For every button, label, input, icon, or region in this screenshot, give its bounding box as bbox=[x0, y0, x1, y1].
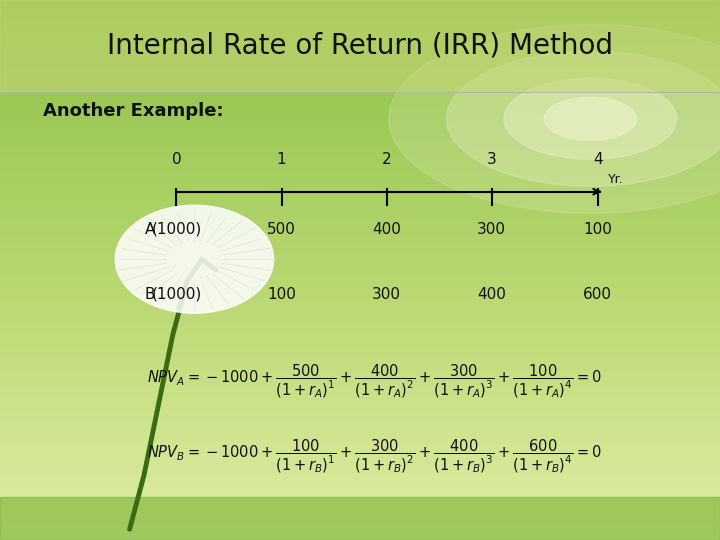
Ellipse shape bbox=[389, 24, 720, 213]
Text: $NPV_A = -1000 + \dfrac{500}{(1+r_A)^{1}} + \dfrac{400}{(1+r_A)^{2}} + \dfrac{30: $NPV_A = -1000 + \dfrac{500}{(1+r_A)^{1}… bbox=[147, 362, 602, 400]
Text: 300: 300 bbox=[372, 287, 401, 302]
Text: 100: 100 bbox=[583, 222, 612, 237]
Ellipse shape bbox=[544, 97, 636, 140]
Text: $NPV_B = -1000 + \dfrac{100}{(1+r_B)^{1}} + \dfrac{300}{(1+r_B)^{2}} + \dfrac{40: $NPV_B = -1000 + \dfrac{100}{(1+r_B)^{1}… bbox=[147, 437, 602, 475]
Text: (1000): (1000) bbox=[151, 222, 202, 237]
Text: 400: 400 bbox=[372, 222, 401, 237]
Ellipse shape bbox=[504, 78, 677, 159]
Text: B: B bbox=[144, 287, 155, 302]
Text: 2: 2 bbox=[382, 152, 392, 167]
Bar bbox=[0, 0, 720, 92]
Text: 4: 4 bbox=[593, 152, 603, 167]
Text: 500: 500 bbox=[267, 222, 296, 237]
Text: Yr.: Yr. bbox=[608, 173, 624, 186]
Ellipse shape bbox=[115, 205, 274, 313]
Text: 600: 600 bbox=[583, 287, 612, 302]
Text: Internal Rate of Return (IRR) Method: Internal Rate of Return (IRR) Method bbox=[107, 32, 613, 60]
Text: (1000): (1000) bbox=[151, 287, 202, 302]
Text: A: A bbox=[145, 222, 155, 237]
Bar bbox=[0, 497, 720, 540]
Text: 1: 1 bbox=[276, 152, 287, 167]
Text: 400: 400 bbox=[477, 287, 506, 302]
Text: 100: 100 bbox=[267, 287, 296, 302]
Ellipse shape bbox=[446, 51, 720, 186]
Text: 300: 300 bbox=[477, 222, 506, 237]
Text: 3: 3 bbox=[487, 152, 497, 167]
Text: Another Example:: Another Example: bbox=[43, 102, 224, 120]
Text: 0: 0 bbox=[171, 152, 181, 167]
